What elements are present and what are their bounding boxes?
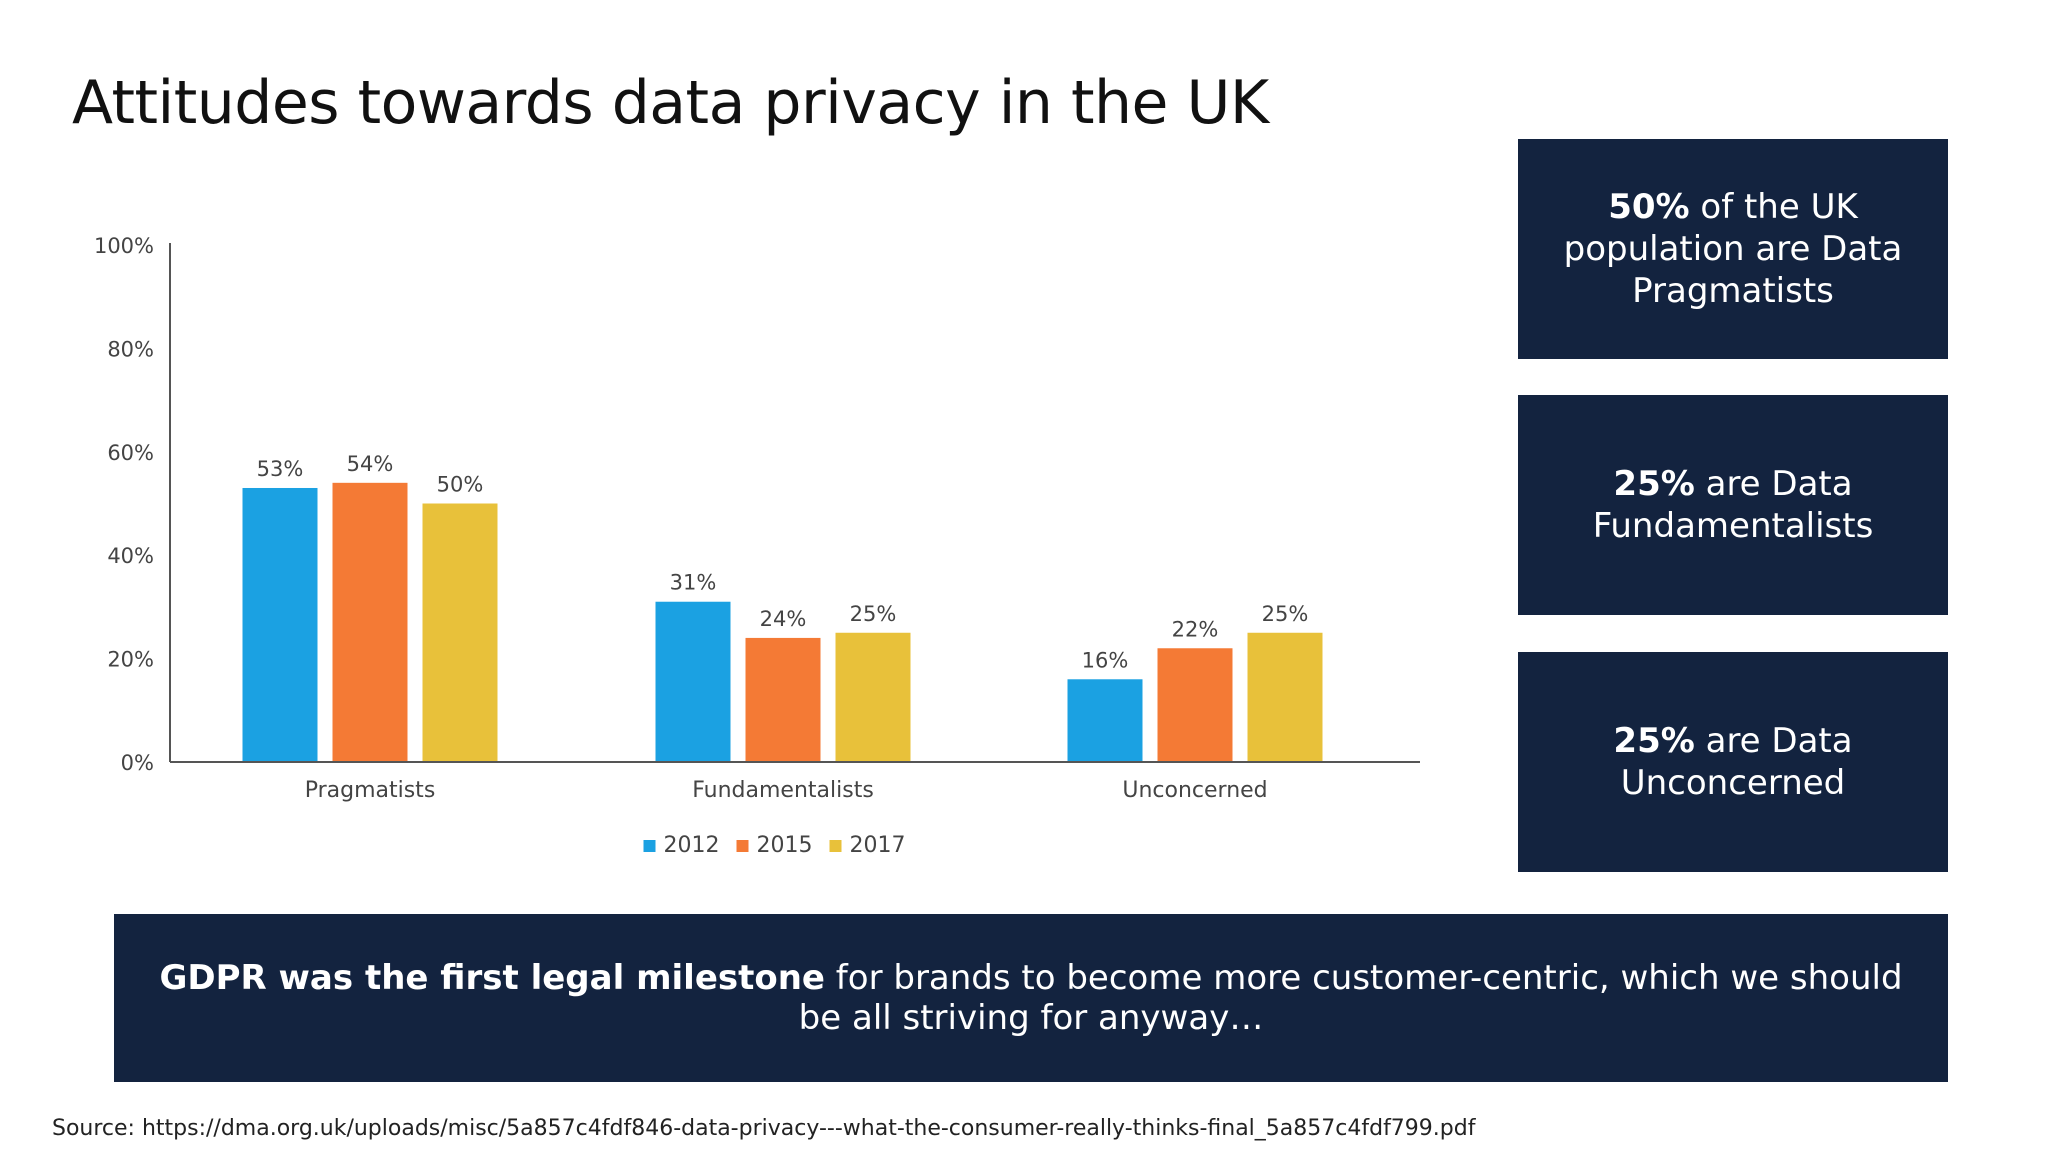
y-tick-label: 100% bbox=[94, 234, 154, 258]
x-tick-label: Fundamentalists bbox=[692, 778, 874, 803]
bar bbox=[332, 482, 408, 762]
bar bbox=[242, 487, 318, 762]
bars: 53% 54% 50% 31% 24% 25% 16% 22% 25% bbox=[242, 452, 1323, 762]
y-tick-label: 20% bbox=[107, 648, 154, 672]
legend-label: 2015 bbox=[757, 833, 813, 858]
slide-title: Attitudes towards data privacy in the UK bbox=[72, 68, 1269, 138]
data-label: 16% bbox=[1082, 648, 1129, 672]
bar bbox=[1067, 679, 1143, 762]
bar bbox=[1247, 632, 1323, 762]
legend-swatch bbox=[736, 840, 749, 852]
bar bbox=[835, 632, 911, 762]
y-tick-label: 80% bbox=[107, 337, 154, 361]
y-tick-label: 40% bbox=[107, 544, 154, 568]
stat-box-unconcerned: 25% are Data Unconcerned bbox=[1518, 652, 1948, 872]
stat-value: 25% bbox=[1613, 464, 1695, 504]
x-axis: Pragmatists Fundamentalists Unconcerned bbox=[170, 761, 1420, 803]
banner-text: for brands to become more customer-centr… bbox=[798, 958, 1903, 1038]
data-label: 25% bbox=[1262, 602, 1309, 626]
y-tick-label: 60% bbox=[107, 441, 154, 465]
stat-value: 50% bbox=[1608, 187, 1690, 227]
bar bbox=[1157, 648, 1233, 762]
banner-bold: GDPR was the first legal milestone bbox=[159, 958, 825, 998]
data-label: 31% bbox=[670, 571, 717, 595]
data-label: 50% bbox=[437, 473, 484, 497]
bar bbox=[655, 601, 731, 762]
stat-value: 25% bbox=[1613, 721, 1695, 761]
data-label: 25% bbox=[850, 602, 897, 626]
stat-box-pragmatists: 50% of the UK population are Data Pragma… bbox=[1518, 139, 1948, 359]
data-label: 54% bbox=[347, 452, 394, 476]
gdpr-banner: GDPR was the first legal milestone for b… bbox=[114, 914, 1948, 1082]
legend: 2012 2015 2017 bbox=[643, 833, 906, 858]
bar bbox=[745, 637, 821, 762]
stat-box-fundamentalists: 25% are Data Fundamentalists bbox=[1518, 395, 1948, 615]
stat-text: are Data Unconcerned bbox=[1620, 721, 1853, 803]
x-tick-label: Pragmatists bbox=[305, 778, 436, 803]
legend-swatch bbox=[829, 840, 842, 852]
stat-text: of the UK population are Data Pragmatist… bbox=[1563, 187, 1903, 311]
stat-text: are Data Fundamentalists bbox=[1592, 464, 1874, 546]
legend-label: 2012 bbox=[664, 833, 720, 858]
legend-swatch bbox=[643, 840, 656, 852]
bar-chart: 0% 20% 40% 60% 80% 100% 53% 54% 50% 31% 24% 25% 16%… bbox=[94, 234, 1420, 858]
legend-label: 2017 bbox=[850, 833, 906, 858]
bar bbox=[422, 503, 498, 762]
x-tick-label: Unconcerned bbox=[1122, 778, 1267, 803]
source-citation: Source: https://dma.org.uk/uploads/misc/… bbox=[52, 1116, 1476, 1141]
y-tick-label: 0% bbox=[121, 751, 154, 775]
data-label: 53% bbox=[257, 457, 304, 481]
data-label: 24% bbox=[760, 607, 807, 631]
y-axis: 0% 20% 40% 60% 80% 100% bbox=[94, 234, 171, 775]
data-label: 22% bbox=[1172, 617, 1219, 641]
